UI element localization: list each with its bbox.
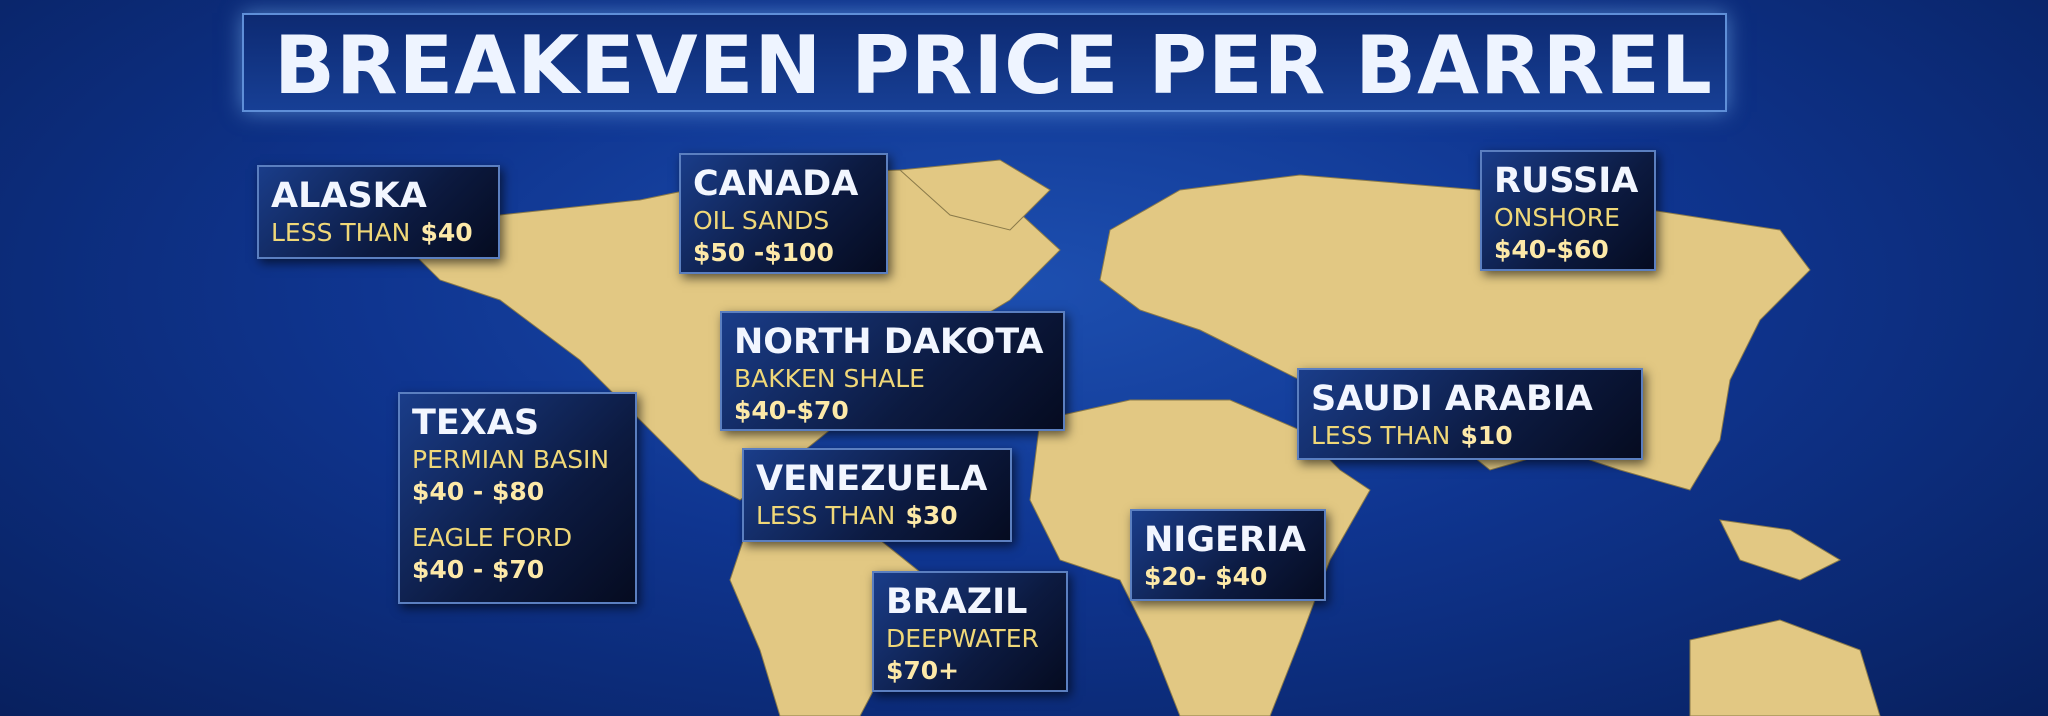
price-line: LESS THAN $40 [271,217,486,249]
field-label: DEEPWATER [886,624,1039,653]
region-name: VENEZUELA [756,459,988,499]
price: $40-$60 [1494,235,1609,264]
price: $70+ [886,656,960,685]
region-box: ALASKA LESS THAN $40 [257,165,500,259]
title: BREAKEVEN PRICE PER BARREL [274,19,1713,112]
field-label: PERMIAN BASIN [412,445,610,474]
price: $40 [420,218,473,247]
region-name: RUSSIA [1494,161,1639,201]
field-label: BAKKEN SHALE [734,364,925,393]
region-name: NORTH DAKOTA [734,322,1044,362]
region-box: NORTH DAKOTA BAKKEN SHALE $40-$70 [720,311,1065,431]
title-bar: BREAKEVEN PRICE PER BARREL [242,13,1727,112]
region-name: TEXAS [412,403,540,443]
region-box: NIGERIA $20- $40 [1130,509,1326,601]
field-label: LESS THAN [1311,421,1451,450]
price: $40 - $70 [412,555,545,584]
region-box: CANADA OIL SANDS $50 -$100 [679,153,888,274]
price: $20- $40 [1144,562,1268,591]
region-name: BRAZIL [886,582,1028,622]
field-label: LESS THAN [271,218,411,247]
region-name: ALASKA [271,176,427,216]
region-name: NIGERIA [1144,520,1307,560]
region-box: TEXAS PERMIAN BASIN $40 - $80 EAGLE FORD $40… [398,392,637,604]
region-box: SAUDI ARABIA LESS THAN $10 [1297,368,1643,460]
field-label: ONSHORE [1494,203,1620,232]
region-box: RUSSIA ONSHORE $40-$60 [1480,150,1656,271]
region-name: CANADA [693,164,859,204]
region-box: BRAZIL DEEPWATER $70+ [872,571,1068,692]
price: $40 - $80 [412,477,545,506]
region-box: VENEZUELA LESS THAN $30 [742,448,1012,542]
field-label: LESS THAN [756,501,896,530]
price: $10 [1460,421,1513,450]
price-line: LESS THAN $10 [1311,420,1629,452]
price: $30 [905,501,958,530]
price-line: LESS THAN $30 [756,500,998,532]
field-label: OIL SANDS [693,206,830,235]
price: $40-$70 [734,396,849,425]
region-name: SAUDI ARABIA [1311,379,1593,419]
price: $50 -$100 [693,238,834,267]
field-label: EAGLE FORD [412,523,573,552]
spacer [412,508,623,522]
